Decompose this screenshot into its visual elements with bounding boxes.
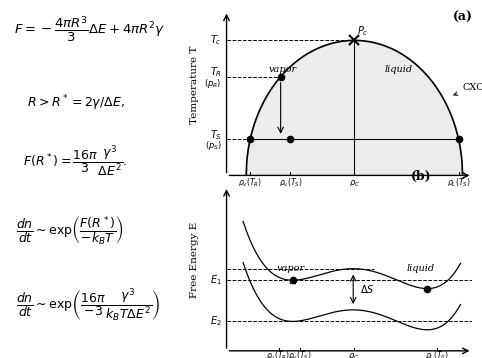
Text: liquid: liquid [406, 264, 434, 273]
Text: Temperature T: Temperature T [190, 46, 199, 124]
Text: vapor: vapor [276, 264, 305, 273]
Text: $E_1$: $E_1$ [210, 274, 222, 287]
Text: $\rho_v(T_R)$: $\rho_v(T_R)$ [267, 349, 291, 358]
Text: $\rho_C$: $\rho_C$ [348, 351, 360, 358]
Text: $\dfrac{dn}{dt}\sim\exp\!\left(\dfrac{F(R^*)}{-k_B T}\right)$: $\dfrac{dn}{dt}\sim\exp\!\left(\dfrac{F(… [16, 215, 124, 248]
Text: (b): (b) [411, 170, 431, 183]
Text: $\rho_L(T_S)$: $\rho_L(T_S)$ [425, 349, 449, 358]
Text: $R>R^*=2\gamma/\Delta E,$: $R>R^*=2\gamma/\Delta E,$ [27, 93, 125, 113]
Text: $E_2$: $E_2$ [210, 315, 222, 328]
Text: CXC: CXC [454, 83, 482, 95]
Text: $\rho_v(T_S)$: $\rho_v(T_S)$ [288, 349, 312, 358]
Text: $T_S$: $T_S$ [210, 128, 222, 142]
Text: $(p_R)$: $(p_R)$ [204, 77, 222, 90]
Text: $\rho_v(T_S)$: $\rho_v(T_S)$ [279, 176, 302, 189]
Text: (a): (a) [453, 11, 473, 24]
Text: $\rho_L(T_S)$: $\rho_L(T_S)$ [447, 176, 470, 189]
Text: $P_c$: $P_c$ [357, 24, 368, 38]
Text: liquid: liquid [385, 65, 413, 74]
Text: $\Delta S$: $\Delta S$ [360, 283, 375, 295]
Text: $T_R$: $T_R$ [210, 66, 222, 79]
X-axis label: density $\rho$: density $\rho$ [324, 192, 375, 205]
Text: $F(R^*)=\dfrac{16\pi}{3}\dfrac{\gamma^3}{\Delta E^2}.$: $F(R^*)=\dfrac{16\pi}{3}\dfrac{\gamma^3}… [23, 143, 127, 178]
Text: $F=-\dfrac{4\pi R^3}{3}\Delta E+4\pi R^2\gamma$: $F=-\dfrac{4\pi R^3}{3}\Delta E+4\pi R^2… [13, 14, 165, 44]
Text: $T_c$: $T_c$ [210, 34, 222, 47]
Text: vapor: vapor [269, 65, 297, 74]
Text: $(p_S)$: $(p_S)$ [204, 139, 222, 152]
Text: $\rho_C$: $\rho_C$ [348, 178, 360, 189]
Text: $\dfrac{dn}{dt}\sim\exp\!\left(\dfrac{16\pi}{-3}\dfrac{\gamma^3}{k_B T\Delta E^2: $\dfrac{dn}{dt}\sim\exp\!\left(\dfrac{16… [16, 286, 161, 323]
Text: Free Energy E: Free Energy E [190, 222, 199, 298]
Text: $\rho_v(T_R)$: $\rho_v(T_R)$ [238, 176, 262, 189]
